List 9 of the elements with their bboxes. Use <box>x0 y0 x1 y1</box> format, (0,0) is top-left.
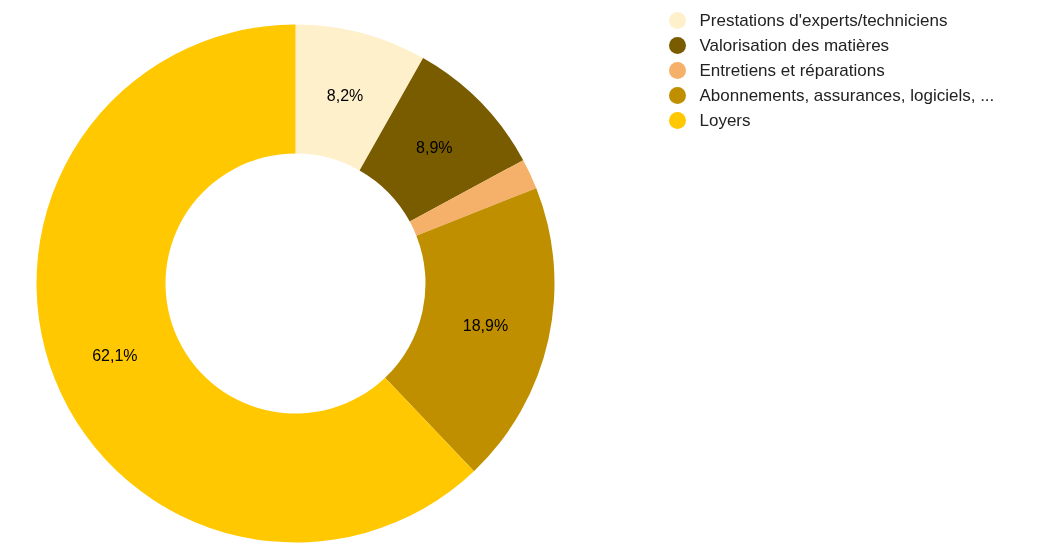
data-label: 8,2% <box>326 86 364 104</box>
legend-label: Loyers <box>699 111 751 130</box>
legend-label: Prestations d'experts/techniciens <box>699 11 948 30</box>
data-label: 18,9% <box>462 316 509 334</box>
legend-label: Entretiens et réparations <box>699 61 885 80</box>
legend-label: Valorisation des matières <box>699 36 890 55</box>
data-label: 62,1% <box>92 347 138 365</box>
data-label: 8,9% <box>416 138 453 156</box>
legend-label: Abonnements, assurances, logiciels, ... <box>699 86 995 105</box>
